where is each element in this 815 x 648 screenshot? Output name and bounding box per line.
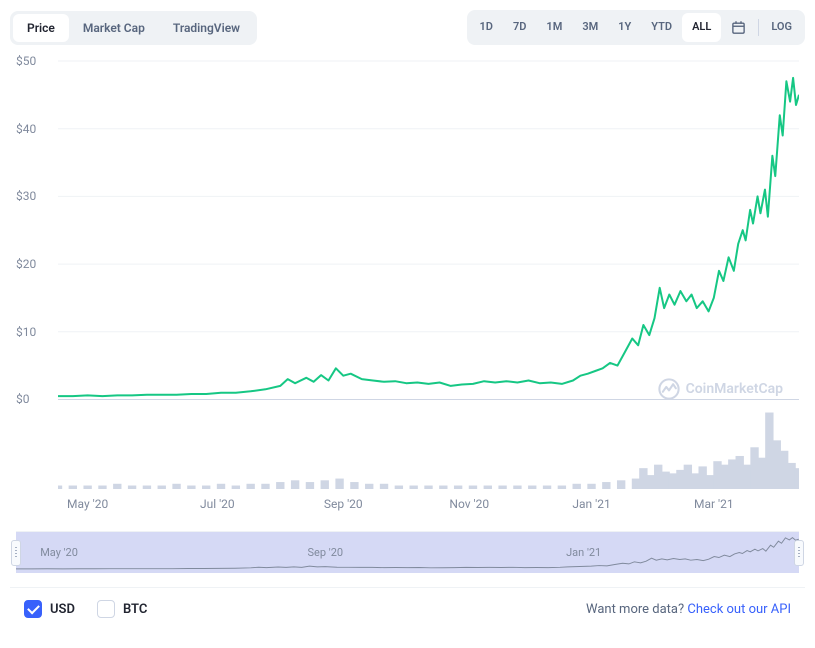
y-tick-label: $0 [16, 392, 30, 406]
range-tab-ytd[interactable]: YTD [641, 13, 682, 42]
chart-footer: USD BTC Want more data? Check out our API [10, 587, 805, 630]
navigator-tick: Sep '20 [308, 546, 344, 559]
navigator-tick: May '20 [40, 546, 78, 559]
price-chart: $0 $10 $20 $30 $40 $50 CoinMarketCap [10, 55, 805, 491]
x-tick-label: Nov '20 [449, 497, 489, 511]
chart-plot-area[interactable]: CoinMarketCap [58, 55, 799, 491]
range-tab-all[interactable]: ALL [682, 13, 721, 42]
x-tick-label: Jan '21 [572, 497, 610, 511]
view-tab-tradingview[interactable]: TradingView [159, 14, 254, 42]
range-tab-1y[interactable]: 1Y [608, 13, 641, 42]
y-tick-label: $10 [16, 325, 36, 339]
checkbox-icon [24, 600, 42, 618]
x-tick-label: Jul '20 [200, 497, 235, 511]
range-tabs: 1D7D1M3M1YYTDALL LOG [467, 10, 806, 45]
footer-text: Want more data? [586, 602, 687, 617]
navigator-labels: May '20 Sep '20 Jan '21 [16, 532, 799, 573]
range-tab-1m[interactable]: 1M [536, 13, 572, 42]
y-axis-labels: $0 $10 $20 $30 $40 $50 [10, 55, 58, 491]
x-tick-label: Sep '20 [324, 497, 363, 511]
y-tick-label: $20 [16, 257, 36, 271]
api-link[interactable]: Check out our API [687, 602, 791, 617]
currency-legend: USD BTC [24, 600, 147, 618]
calendar-icon[interactable] [721, 13, 756, 42]
time-navigator[interactable]: May '20 Sep '20 Jan '21 [16, 531, 799, 573]
legend-usd[interactable]: USD [24, 600, 75, 618]
y-tick-label: $40 [16, 122, 36, 136]
legend-btc[interactable]: BTC [97, 600, 147, 618]
x-tick-label: Mar '21 [694, 497, 734, 511]
x-tick-label: May '20 [67, 497, 108, 511]
view-tab-market-cap[interactable]: Market Cap [69, 14, 159, 42]
range-tab-3m[interactable]: 3M [572, 13, 608, 42]
y-tick-label: $30 [16, 189, 36, 203]
range-tab-7d[interactable]: 7D [503, 13, 536, 42]
view-tab-price[interactable]: Price [13, 14, 69, 42]
navigator-tick: Jan '21 [566, 546, 601, 559]
navigator-handle-left[interactable] [11, 540, 21, 566]
y-tick-label: $50 [16, 54, 36, 68]
range-tab-1d[interactable]: 1D [470, 13, 503, 42]
log-scale-toggle[interactable]: LOG [761, 13, 802, 42]
x-axis-labels: May '20 Jul '20 Sep '20 Nov '20 Jan '21 Mar '… [58, 491, 799, 519]
legend-label: BTC [123, 602, 147, 617]
view-tabs: PriceMarket CapTradingView [10, 11, 257, 45]
footer-cta: Want more data? Check out our API [586, 602, 791, 617]
chart-toolbar: PriceMarket CapTradingView 1D7D1M3M1YYTD… [10, 10, 805, 45]
checkbox-icon [97, 600, 115, 618]
navigator-handle-right[interactable] [794, 540, 804, 566]
legend-label: USD [50, 602, 75, 617]
